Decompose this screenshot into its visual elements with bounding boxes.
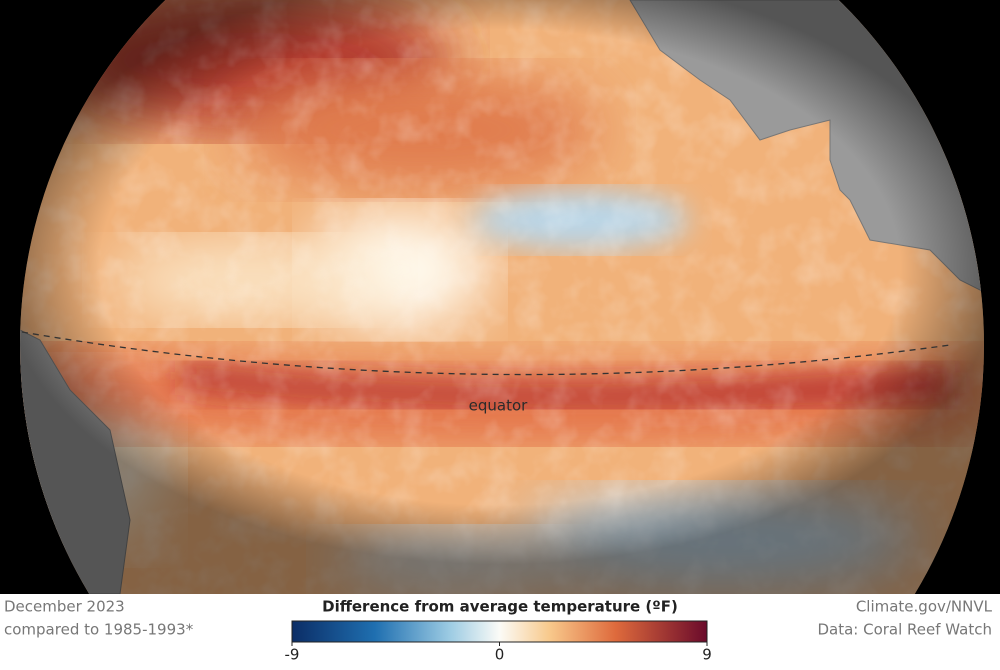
colorbar-tick-label: 9 xyxy=(702,646,712,664)
date-label: December 2023 xyxy=(4,598,125,616)
colorbar-tick-label: 0 xyxy=(495,646,505,664)
source-label: Data: Coral Reef Watch xyxy=(817,621,992,639)
baseline-label: compared to 1985-1993* xyxy=(4,621,194,639)
colorbar-tick-label: -9 xyxy=(285,646,300,664)
equator-label: equator xyxy=(469,397,529,415)
legend-title: Difference from average temperature (ºF) xyxy=(322,598,678,616)
equator-line xyxy=(21,331,951,376)
globe xyxy=(20,0,984,595)
colorbar xyxy=(291,620,708,643)
credit-label: Climate.gov/NNVL xyxy=(856,598,993,616)
color-legend: -9 0 9 xyxy=(285,620,712,664)
